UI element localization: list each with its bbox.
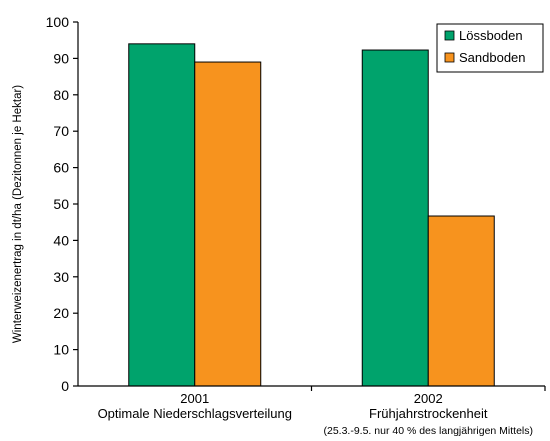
y-tick-label: 20 — [53, 305, 69, 321]
legend-label-sandboden: Sandboden — [459, 50, 526, 65]
y-tick-label: 80 — [53, 87, 69, 103]
y-tick-label: 100 — [46, 14, 70, 30]
legend-label-lössboden: Lössboden — [459, 28, 523, 43]
bar-lössboden — [128, 43, 196, 387]
bar-lössboden — [361, 49, 429, 387]
y-axis: 0 10 20 30 40 50 60 70 80 90 100 — [46, 14, 79, 394]
x-category-note: (25.3.-9.5. nur 40 % des langjährigen Mi… — [323, 425, 533, 437]
legend-swatch-sandboden — [444, 52, 455, 63]
x-category-year: 2002 — [414, 391, 443, 406]
legend-swatch-lössboden — [444, 30, 455, 41]
y-tick-label: 40 — [53, 232, 69, 248]
y-tick-label: 10 — [53, 342, 69, 358]
y-tick-label: 90 — [53, 50, 69, 66]
y-tick-label: 30 — [53, 269, 69, 285]
bar-sandboden — [194, 61, 262, 387]
y-tick-label: 60 — [53, 160, 69, 176]
legend: Lössboden Sandboden — [436, 23, 544, 73]
bars-group — [128, 43, 495, 387]
x-category-label: Optimale Niederschlagsverteilung — [98, 406, 292, 421]
x-category-label: Frühjahrstrockenheit — [369, 406, 488, 421]
y-tick-label: 50 — [53, 196, 69, 212]
y-tick-label: 70 — [53, 123, 69, 139]
legend-box — [436, 23, 544, 73]
bar-sandboden — [427, 215, 495, 387]
y-axis-label: Winterweizenertrag in dt/ha (Dezitonnen … — [12, 85, 24, 343]
y-tick-label: 0 — [61, 378, 69, 394]
x-category-year: 2001 — [180, 391, 209, 406]
